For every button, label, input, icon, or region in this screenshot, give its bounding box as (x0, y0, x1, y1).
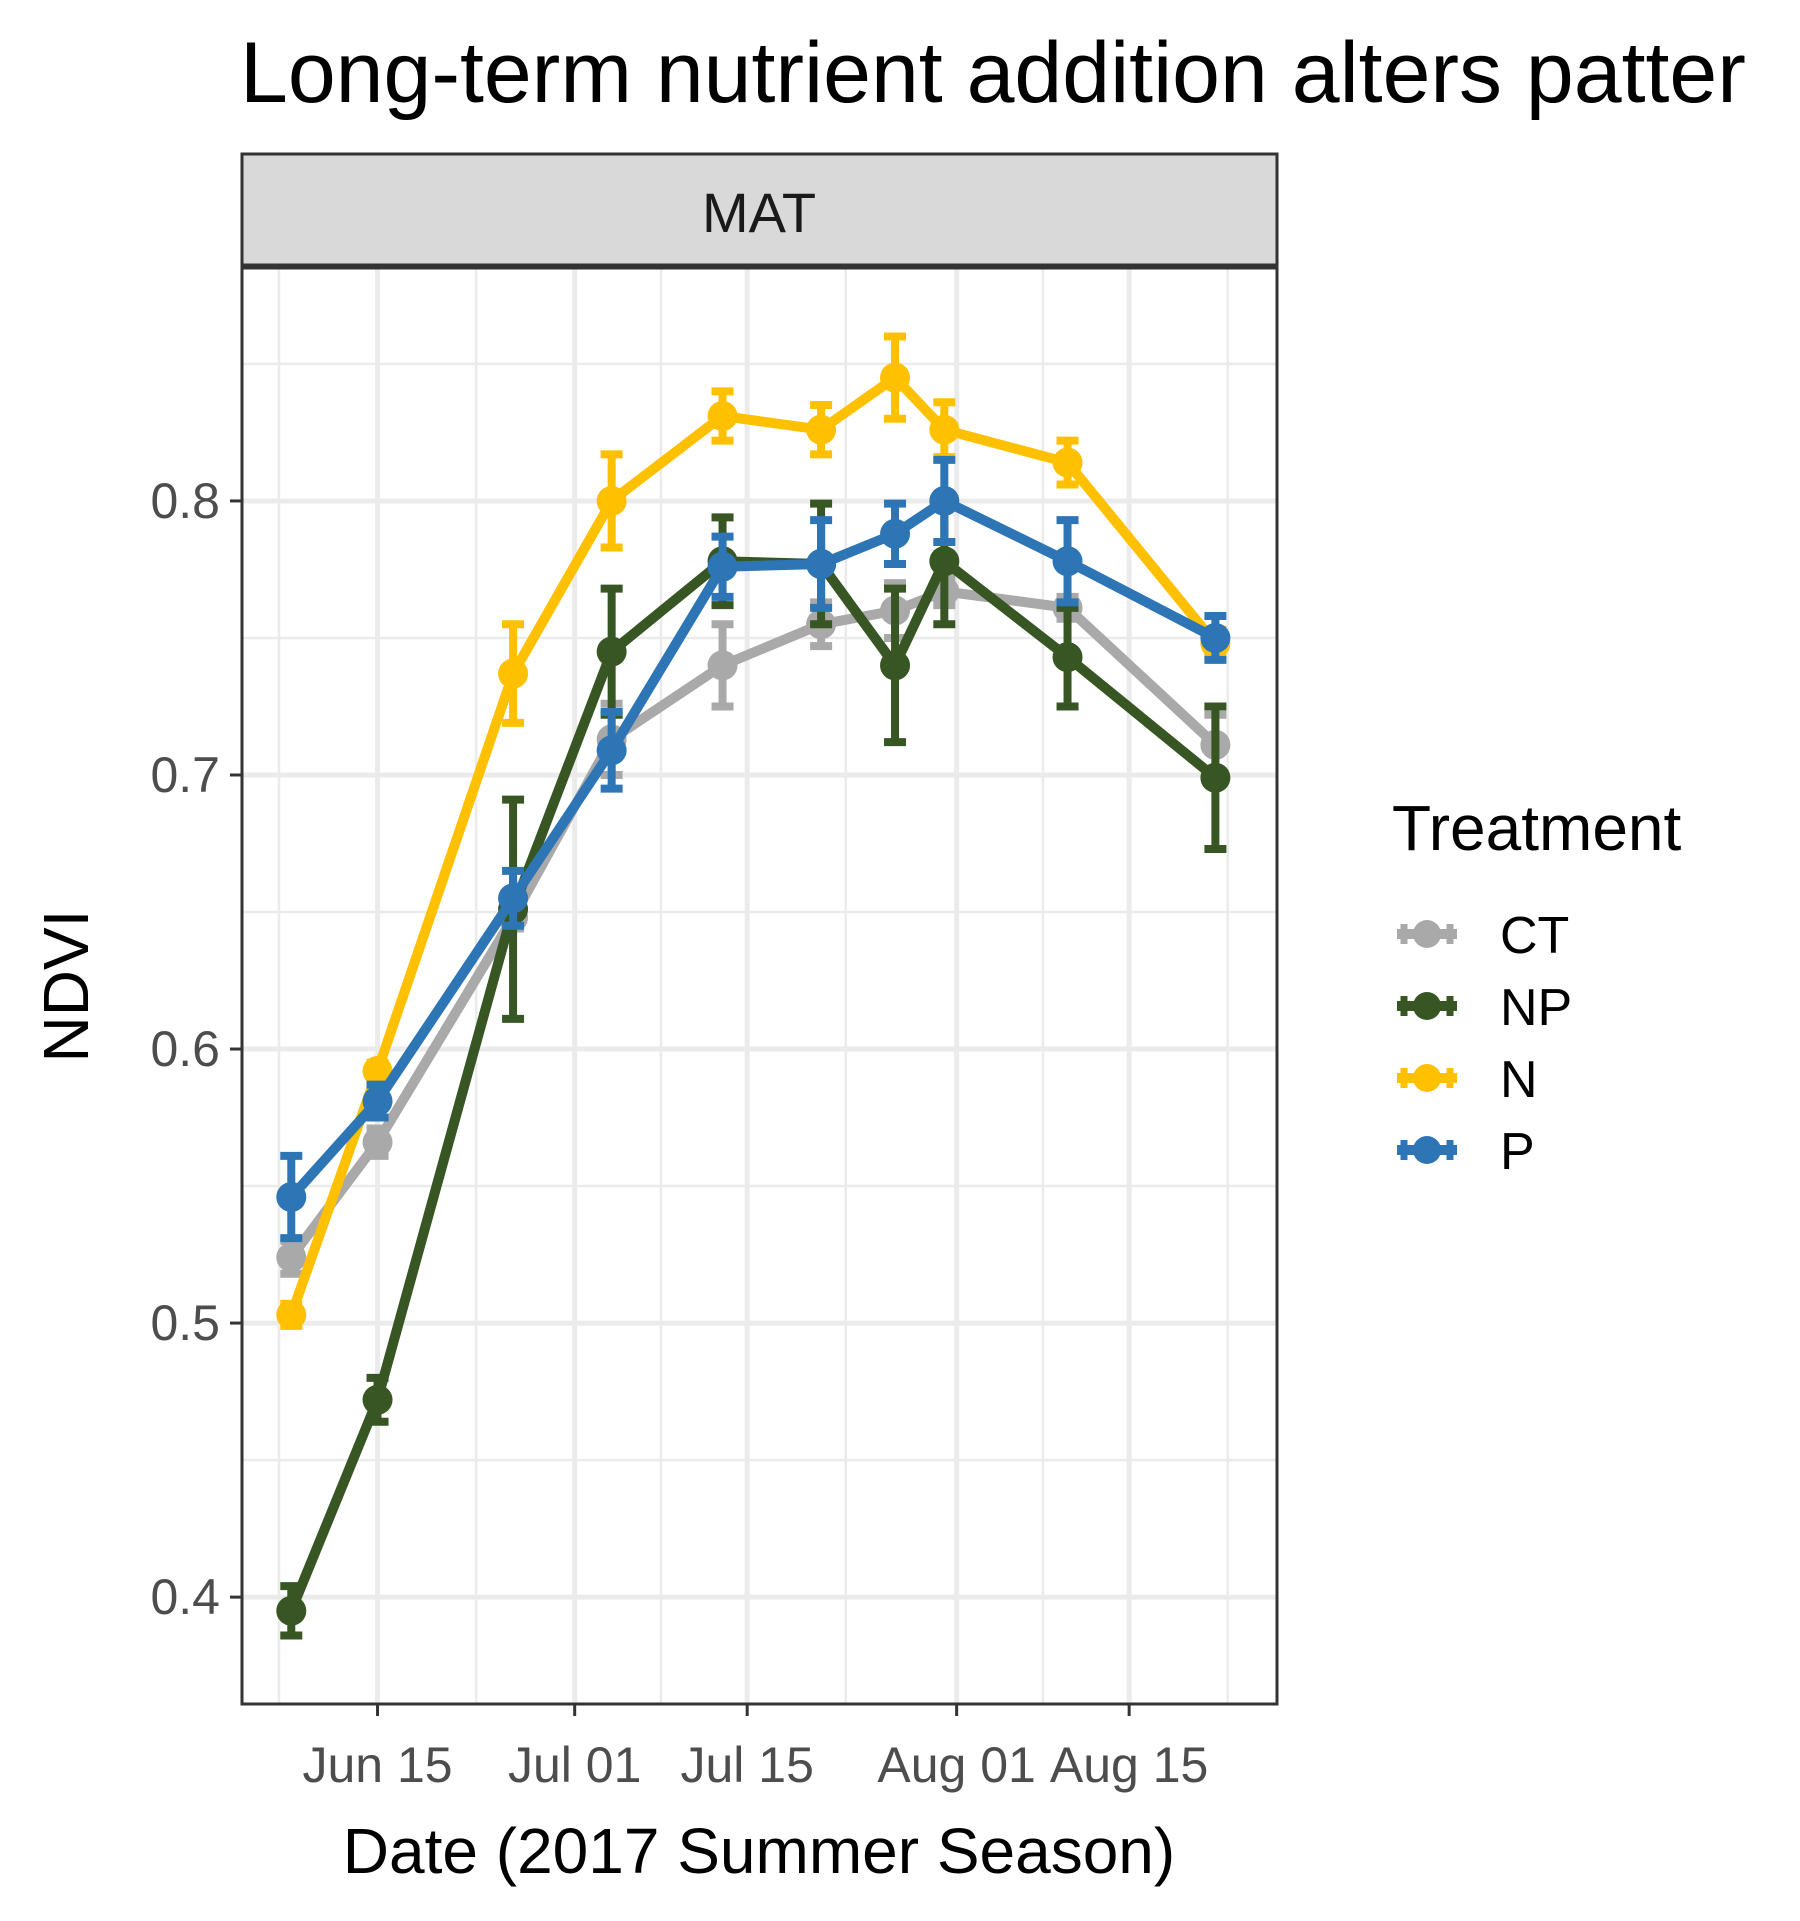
legend-key-point (1413, 992, 1441, 1020)
y-tick-label: 0.4 (150, 1569, 220, 1625)
series-line (287, 495, 1218, 1201)
legend-key-point (1413, 1136, 1441, 1164)
x-axis-title: Date (2017 Summer Season) (343, 1815, 1175, 1887)
data-point (929, 546, 960, 577)
data-point (498, 883, 529, 914)
y-axis: 0.4 0.5 0.6 0.7 0.8 (150, 473, 242, 1625)
data-point (806, 548, 837, 579)
legend-key-point (1413, 1064, 1441, 1092)
legend-label: NP (1500, 979, 1572, 1037)
data-point (1200, 762, 1231, 793)
data-point (276, 1299, 307, 1330)
data-point (880, 518, 911, 549)
data-point (362, 1127, 393, 1158)
data-point (276, 1242, 307, 1273)
y-tick-label: 0.6 (150, 1021, 220, 1077)
data-point (362, 1055, 393, 1086)
data-point (1052, 642, 1083, 673)
legend-key-p (1397, 1136, 1457, 1164)
y-tick-label: 0.5 (150, 1295, 220, 1351)
chart-title: Long-term nutrient addition alters patte… (240, 25, 1746, 121)
data-point (596, 735, 627, 766)
data-point (596, 636, 627, 667)
plot-panel (242, 268, 1277, 1704)
x-tick-label: Jul 01 (508, 1737, 641, 1793)
series-line (287, 586, 1219, 1261)
data-point (707, 650, 738, 681)
data-point (276, 1182, 307, 1213)
legend-label: N (1500, 1051, 1538, 1109)
data-point (929, 414, 960, 445)
data-point (707, 551, 738, 582)
y-tick-label: 0.8 (150, 473, 220, 529)
data-point (362, 1086, 393, 1117)
data-point (596, 485, 627, 516)
data-point (362, 1384, 393, 1415)
x-tick-label: Aug 01 (877, 1737, 1035, 1793)
data-point (1052, 546, 1083, 577)
data-point (806, 414, 837, 445)
facet-strip (240, 152, 1279, 267)
x-tick-label: Jun 15 (302, 1737, 452, 1793)
series-layer (276, 332, 1231, 1640)
x-tick-label: Jul 15 (680, 1737, 813, 1793)
y-tick-label: 0.7 (150, 747, 220, 803)
x-axis: Jun 15 Jul 01 Jul 15 Aug 01 Aug 15 (302, 1704, 1208, 1793)
data-point (929, 485, 960, 516)
facet-label: MAT (702, 181, 816, 244)
data-point (1200, 622, 1231, 653)
data-point (880, 362, 911, 393)
grid-minor (242, 268, 1277, 1704)
y-axis-title: NDVI (30, 910, 102, 1063)
data-point (880, 650, 911, 681)
legend-title: Treatment (1392, 792, 1682, 864)
legend-key-n (1397, 1064, 1457, 1092)
legend: Treatment CT NP NP (1392, 792, 1682, 1181)
data-point (498, 658, 529, 689)
data-point (707, 400, 738, 431)
data-point (276, 1595, 307, 1626)
legend-label: P (1500, 1123, 1535, 1181)
legend-key-ct (1397, 920, 1457, 948)
legend-key-np (1397, 992, 1457, 1020)
data-point (1052, 447, 1083, 478)
series-p (276, 455, 1231, 1243)
series-line (286, 372, 1220, 1317)
plot-border (240, 266, 1279, 1706)
legend-label: CT (1500, 907, 1569, 965)
legend-key-point (1413, 920, 1441, 948)
x-tick-label: Aug 15 (1050, 1737, 1208, 1793)
